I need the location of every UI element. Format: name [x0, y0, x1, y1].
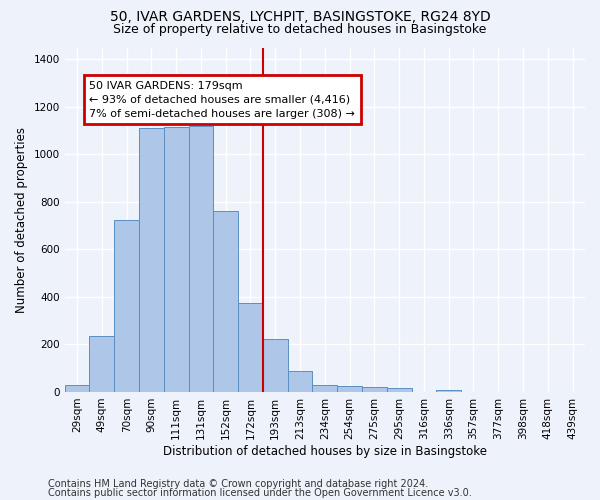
- Text: Size of property relative to detached houses in Basingstoke: Size of property relative to detached ho…: [113, 22, 487, 36]
- Bar: [238, 303, 263, 392]
- Bar: [287, 370, 313, 392]
- Bar: [89, 336, 114, 392]
- Bar: [164, 127, 188, 392]
- Bar: [337, 386, 362, 392]
- Bar: [362, 387, 387, 392]
- Text: 50 IVAR GARDENS: 179sqm
← 93% of detached houses are smaller (4,416)
7% of semi-: 50 IVAR GARDENS: 179sqm ← 93% of detache…: [89, 81, 355, 119]
- Bar: [188, 126, 214, 392]
- Bar: [436, 390, 461, 392]
- Text: Contains public sector information licensed under the Open Government Licence v3: Contains public sector information licen…: [48, 488, 472, 498]
- Bar: [263, 338, 287, 392]
- Bar: [313, 385, 337, 392]
- Text: 50, IVAR GARDENS, LYCHPIT, BASINGSTOKE, RG24 8YD: 50, IVAR GARDENS, LYCHPIT, BASINGSTOKE, …: [110, 10, 490, 24]
- Bar: [139, 128, 164, 392]
- Text: Contains HM Land Registry data © Crown copyright and database right 2024.: Contains HM Land Registry data © Crown c…: [48, 479, 428, 489]
- X-axis label: Distribution of detached houses by size in Basingstoke: Distribution of detached houses by size …: [163, 444, 487, 458]
- Bar: [65, 385, 89, 392]
- Bar: [214, 212, 238, 392]
- Bar: [387, 388, 412, 392]
- Y-axis label: Number of detached properties: Number of detached properties: [15, 126, 28, 312]
- Bar: [114, 220, 139, 392]
